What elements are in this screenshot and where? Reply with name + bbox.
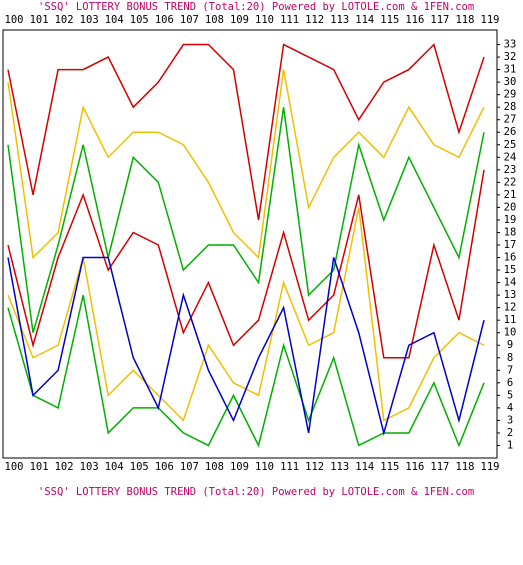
x-tick-label-bottom: 101	[30, 461, 49, 473]
y-tick-label: 23	[504, 164, 517, 176]
x-tick-label-top: 103	[80, 14, 99, 26]
y-tick-label: 19	[504, 214, 517, 226]
x-tick-label-bottom: 100	[5, 461, 24, 473]
x-tick-label-bottom: 111	[280, 461, 299, 473]
trend-line	[7, 256, 485, 436]
x-tick-label-top: 109	[230, 14, 249, 26]
x-tick-label-top: 100	[5, 14, 24, 26]
x-tick-label-top: 106	[155, 14, 174, 26]
x-tick-label-top: 118	[455, 14, 474, 26]
x-tick-label-top: 113	[330, 14, 349, 26]
x-tick-label-bottom: 114	[355, 461, 374, 473]
y-tick-label: 31	[504, 64, 517, 76]
x-tick-label-top: 104	[105, 14, 124, 26]
x-tick-label-bottom: 103	[80, 461, 99, 473]
trend-line	[7, 294, 485, 448]
x-tick-label-top: 102	[55, 14, 74, 26]
trend-line	[7, 43, 485, 221]
y-tick-label: 30	[504, 76, 517, 88]
y-tick-label: 32	[504, 51, 517, 63]
y-tick-label: 4	[507, 402, 513, 414]
x-tick-label-bottom: 102	[55, 461, 74, 473]
y-tick-label: 21	[504, 189, 517, 201]
y-tick-label: 15	[504, 264, 517, 276]
y-tick-label: 9	[507, 339, 513, 351]
x-tick-label-bottom: 110	[255, 461, 274, 473]
x-tick-label-top: 116	[405, 14, 424, 26]
y-tick-label: 2	[507, 427, 513, 439]
x-tick-label-bottom: 105	[130, 461, 149, 473]
x-tick-label-top: 114	[355, 14, 374, 26]
x-tick-label-top: 115	[380, 14, 399, 26]
x-tick-label-top: 119	[481, 14, 500, 26]
y-tick-label: 17	[504, 239, 517, 251]
y-tick-label: 20	[504, 201, 517, 213]
x-tick-label-bottom: 115	[380, 461, 399, 473]
y-tick-label: 16	[504, 252, 517, 264]
x-tick-label-top: 117	[430, 14, 449, 26]
y-tick-label: 33	[504, 39, 517, 51]
y-tick-label: 22	[504, 176, 517, 188]
x-tick-label-top: 108	[205, 14, 224, 26]
y-tick-label: 29	[504, 89, 517, 101]
y-tick-label: 24	[504, 151, 517, 163]
y-tick-label: 11	[504, 314, 517, 326]
y-tick-label: 7	[507, 364, 513, 376]
x-tick-label-bottom: 116	[405, 461, 424, 473]
x-tick-label-top: 110	[255, 14, 274, 26]
x-tick-label-bottom: 112	[305, 461, 324, 473]
x-tick-label-bottom: 113	[330, 461, 349, 473]
y-tick-label: 3	[507, 414, 513, 426]
y-tick-label: 1	[507, 439, 513, 451]
y-tick-label: 27	[504, 114, 517, 126]
y-tick-label: 26	[504, 126, 517, 138]
y-tick-label: 13	[504, 289, 517, 301]
trend-line	[7, 69, 485, 260]
x-tick-label-top: 101	[30, 14, 49, 26]
x-tick-label-bottom: 106	[155, 461, 174, 473]
x-tick-label-bottom: 119	[481, 461, 500, 473]
x-tick-label-bottom: 109	[230, 461, 249, 473]
x-tick-label-top: 105	[130, 14, 149, 26]
x-tick-label-bottom: 104	[105, 461, 124, 473]
x-tick-label-bottom: 108	[205, 461, 224, 473]
y-tick-label: 25	[504, 139, 517, 151]
y-tick-label: 18	[504, 226, 517, 238]
chart-title: 'SSQ' LOTTERY BONUS TREND (Total:20) Pow…	[38, 1, 474, 13]
bottom-title: 'SSQ' LOTTERY BONUS TREND (Total:20) Pow…	[38, 486, 474, 498]
x-tick-label-top: 112	[305, 14, 324, 26]
trend-line	[7, 107, 485, 333]
x-tick-label-top: 111	[280, 14, 299, 26]
x-tick-label-bottom: 107	[180, 461, 199, 473]
x-tick-label-bottom: 117	[430, 461, 449, 473]
y-tick-label: 6	[507, 377, 513, 389]
y-tick-label: 14	[504, 277, 517, 289]
x-tick-label-top: 107	[180, 14, 199, 26]
y-tick-label: 5	[507, 389, 513, 401]
plot-frame	[2, 29, 498, 459]
y-tick-label: 10	[504, 327, 517, 339]
x-tick-label-bottom: 118	[455, 461, 474, 473]
y-tick-label: 12	[504, 302, 517, 314]
y-tick-label: 28	[504, 101, 517, 113]
y-tick-label: 8	[507, 352, 513, 364]
